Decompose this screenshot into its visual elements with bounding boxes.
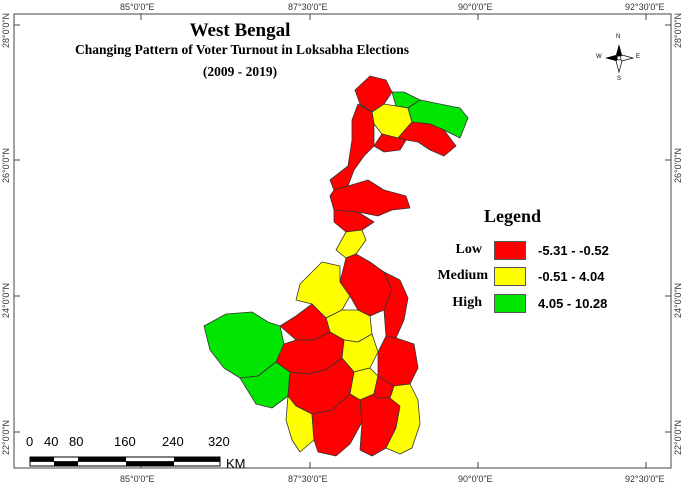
legend-title: Legend <box>484 206 542 226</box>
legend-label-medium: Medium <box>437 268 488 283</box>
lon-label-top: 92°30'0"E <box>625 2 665 12</box>
map-period: (2009 - 2019) <box>202 64 278 79</box>
lat-label-right: 24°0'0"N <box>673 282 683 318</box>
district-layer <box>203 75 469 457</box>
lat-label-right: 22°0'0"N <box>673 419 683 455</box>
legend-swatch-high <box>494 294 526 313</box>
map-subtitle: Changing Pattern of Voter Turnout in Lok… <box>75 42 409 57</box>
district-north-24-parganas <box>377 335 419 387</box>
lon-label-top: 87°30'0"E <box>288 2 328 12</box>
district-sundarbans <box>385 383 421 455</box>
district-south-dinajpur <box>329 179 411 217</box>
scale-bar <box>29 456 221 467</box>
legend-range-low: -5.31 - -0.52 <box>538 243 609 258</box>
scale-tick-label: 0 <box>26 434 34 449</box>
district-malda-south <box>335 229 367 259</box>
legend-label-low: Low <box>455 242 482 257</box>
district-north-dinajpur <box>329 103 375 191</box>
district-birbhum <box>295 261 351 319</box>
district-alipurduar <box>407 99 469 139</box>
lon-label-bottom: 90°0'0"E <box>458 474 493 484</box>
lon-label-bottom: 85°0'0"E <box>120 474 155 484</box>
scale-tick-label: 40 <box>44 434 59 449</box>
neatline <box>13 13 672 469</box>
compass-icon <box>605 44 635 74</box>
map-title: West Bengal <box>189 20 291 41</box>
district-darjeeling <box>354 75 393 113</box>
lat-label-left: 26°0'0"N <box>1 147 11 183</box>
legend-label-high: High <box>452 295 482 310</box>
legend-swatch-medium <box>494 267 526 286</box>
scale-tick-label: 160 <box>114 434 136 449</box>
legend-range-high: 4.05 - 10.28 <box>538 296 608 311</box>
lon-label-top: 85°0'0"E <box>120 2 155 12</box>
lat-label-left: 22°0'0"N <box>1 419 11 455</box>
compass-w: W <box>596 54 602 60</box>
lat-label-left: 24°0'0"N <box>1 282 11 318</box>
scale-tick-label: 320 <box>208 434 230 449</box>
lon-label-top: 90°0'0"E <box>458 2 493 12</box>
lon-label-bottom: 87°30'0"E <box>288 474 328 484</box>
district-murshidabad <box>339 253 393 317</box>
lat-label-right: 28°0'0"N <box>673 12 683 48</box>
compass-e: E <box>636 54 641 60</box>
compass-s: S <box>617 76 622 82</box>
district-jhargram-south <box>285 395 315 453</box>
lat-label-left: 28°0'0"N <box>1 12 11 48</box>
legend-swatch-low <box>494 241 526 260</box>
scale-tick-label: 80 <box>69 434 84 449</box>
lat-label-right: 26°0'0"N <box>673 147 683 183</box>
district-purba-medinipur <box>311 393 363 457</box>
lon-label-bottom: 92°30'0"E <box>625 474 665 484</box>
legend-range-medium: -0.51 - 4.04 <box>538 269 605 284</box>
compass-n: N <box>616 34 621 40</box>
scale-unit: KM <box>226 456 246 471</box>
scale-tick-label: 240 <box>162 434 184 449</box>
